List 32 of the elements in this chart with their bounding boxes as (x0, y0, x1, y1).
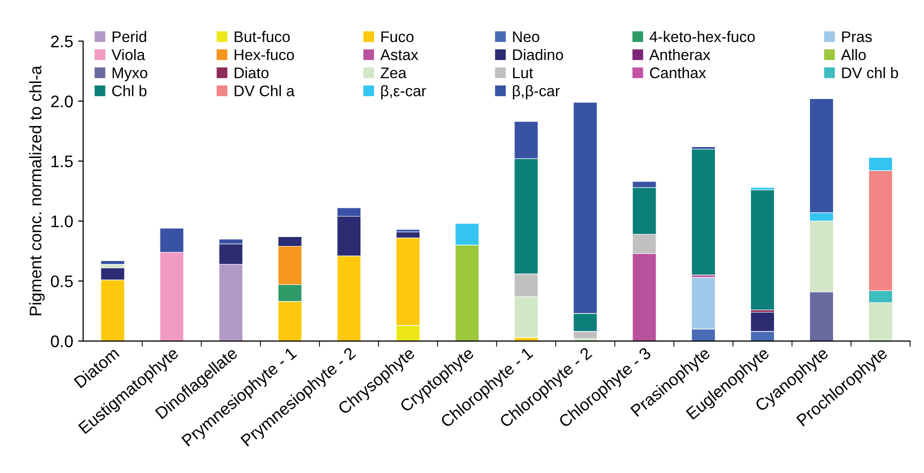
legend-label: β,β-car (512, 85, 560, 100)
legend-label: Pras (842, 31, 872, 42)
legend-label: Lut (513, 68, 534, 78)
legend-label: Perid (112, 30, 146, 42)
y-tick-label: 1.0 (52, 215, 73, 228)
y-tick-label: 0.5 (50, 275, 73, 288)
y-tick-label: 1.5 (52, 156, 73, 168)
legend-label: But-fuco (234, 30, 290, 42)
bar (100, 260, 125, 265)
legend-label: Diadino (513, 48, 564, 60)
legend-label: Fuco (381, 31, 414, 42)
legend-label: Antherax (649, 48, 710, 60)
legend-label: Astax (380, 50, 418, 60)
legend-label: DV Chl a (234, 85, 295, 96)
y-tick-label: 0.0 (50, 335, 73, 348)
y-tick-label: 2.5 (51, 36, 73, 48)
y-axis-title: Pigment conc. normalized to chl-a (29, 66, 45, 316)
bar (750, 190, 775, 310)
legend-label: Viola (112, 48, 146, 60)
legend-label: DV chl b (842, 67, 898, 78)
legend-label: Chl b (112, 85, 146, 96)
bar (691, 148, 716, 276)
legend-label: Myxo (112, 68, 148, 82)
legend-label: Neo (513, 31, 540, 42)
legend-label: 4-keto-hex-fuco (650, 30, 755, 42)
legend-label: Zea (380, 68, 406, 78)
legend-label: β,ε-car (381, 85, 426, 100)
legend-label: Hex-fuco (234, 48, 294, 60)
legend-label: Canthax (650, 67, 706, 78)
legend-label: Diato (234, 67, 269, 78)
y-tick-label: 2.0 (51, 96, 73, 108)
legend-label: Allo (840, 48, 866, 60)
